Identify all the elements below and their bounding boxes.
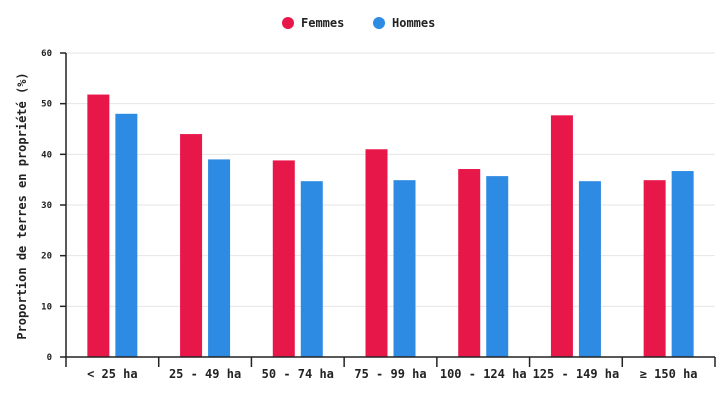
y-tick-label: 50 xyxy=(41,100,52,110)
bar-hommes-5 xyxy=(486,176,509,357)
x-tick-label: ≥ 150 ha xyxy=(640,367,698,381)
y-axis-title: Proportion de terres en propriété (%) xyxy=(15,72,29,339)
x-tick-label: 75 - 99 ha xyxy=(354,367,426,381)
y-tick-label: 40 xyxy=(41,150,52,160)
bar-hommes-4 xyxy=(393,180,416,357)
legend: Femmes Hommes xyxy=(282,16,435,30)
bar-hommes-6 xyxy=(578,181,601,357)
bar-femmes-3 xyxy=(272,160,295,357)
y-tick-label: 30 xyxy=(41,201,52,211)
bar-femmes-4 xyxy=(365,149,388,357)
legend-label-femmes: Femmes xyxy=(301,16,344,30)
x-tick-label: 125 - 149 ha xyxy=(533,367,620,381)
bar-femmes-2 xyxy=(180,134,203,357)
x-tick-label: < 25 ha xyxy=(87,367,138,381)
x-tick-label: 50 - 74 ha xyxy=(262,367,334,381)
x-tick-label: 100 - 124 ha xyxy=(440,367,527,381)
bar-hommes-1 xyxy=(115,113,138,357)
y-tick-label: 60 xyxy=(41,49,52,59)
x-tick-label: 25 - 49 ha xyxy=(169,367,241,381)
grid xyxy=(66,52,715,307)
bar-femmes-7 xyxy=(643,180,666,357)
bar-hommes-3 xyxy=(300,181,323,357)
y-tick-label: 10 xyxy=(41,302,52,312)
bar-hommes-2 xyxy=(208,159,231,357)
bar-femmes-6 xyxy=(550,115,573,357)
legend-marker-hommes xyxy=(373,17,385,29)
bars xyxy=(87,94,694,358)
bar-femmes-1 xyxy=(87,94,110,358)
legend-marker-femmes xyxy=(282,17,294,29)
y-tick-label: 0 xyxy=(47,353,52,363)
bar-femmes-5 xyxy=(458,169,481,357)
y-tick-label: 20 xyxy=(41,252,52,262)
legend-label-hommes: Hommes xyxy=(392,16,435,30)
bar-hommes-7 xyxy=(671,171,694,357)
axes: 0 10 20 30 40 50 60 < 25 ha 25 - 49 ha 50 - 74 ha… xyxy=(41,49,716,381)
